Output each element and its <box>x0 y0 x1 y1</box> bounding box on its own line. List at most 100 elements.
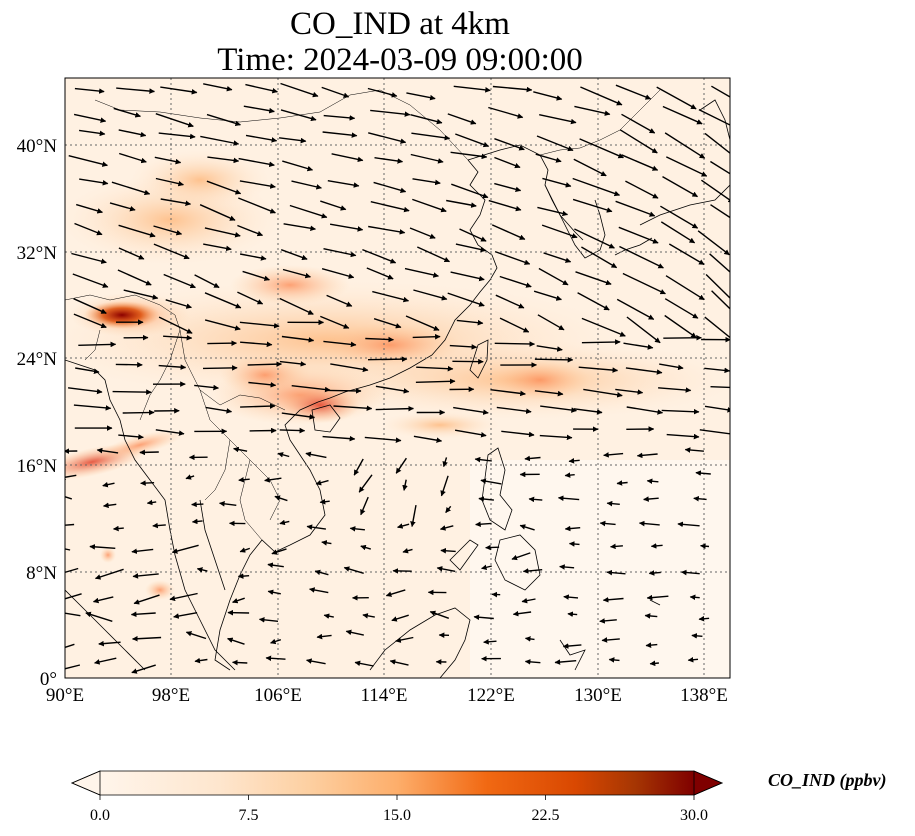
wind-arrow <box>73 298 107 314</box>
wind-arrow <box>578 366 619 373</box>
wind-arrow <box>608 657 620 663</box>
wind-arrow <box>450 271 485 282</box>
wind-arrow <box>366 267 394 280</box>
colorbar-tick: 7.5 <box>239 807 259 824</box>
wind-arrow <box>453 406 489 415</box>
wind-arrow <box>572 177 621 197</box>
wind-arrow <box>451 183 489 199</box>
wind-arrow <box>704 405 730 413</box>
wind-arrow <box>626 316 661 344</box>
wind-arrow <box>207 340 237 346</box>
wind-arrow <box>619 129 658 154</box>
wind-arrow <box>488 199 522 212</box>
wind-arrow <box>577 292 610 311</box>
wind-arrow <box>358 474 373 493</box>
wind-arrow <box>315 479 329 486</box>
wind-arrow <box>711 85 730 98</box>
wind-arrow <box>194 384 219 391</box>
wind-arrow <box>271 548 287 555</box>
wind-arrow <box>329 223 364 232</box>
wind-arrow <box>282 268 311 279</box>
wind-arrow <box>239 321 280 329</box>
wind-arrow <box>237 573 250 579</box>
wind-arrow <box>494 182 522 193</box>
wind-arrow <box>330 363 369 373</box>
lat-tick: 16°N <box>17 456 58 477</box>
map-frame <box>64 77 731 679</box>
wind-arrow <box>360 496 369 516</box>
wind-arrow <box>496 406 532 414</box>
wind-arrow <box>579 138 624 159</box>
wind-arrow <box>638 520 660 527</box>
wind-arrow <box>72 273 109 288</box>
wind-arrow <box>232 659 248 666</box>
wind-arrow <box>533 91 563 101</box>
wind-arrow <box>89 544 116 550</box>
lon-tick: 130°E <box>574 685 622 706</box>
wind-arrow <box>413 289 448 301</box>
wind-arrow <box>331 153 364 163</box>
wind-arrow <box>362 248 397 264</box>
wind-arrow <box>267 562 284 568</box>
wind-arrow <box>79 129 106 137</box>
wind-arrow <box>165 299 192 309</box>
wind-arrow <box>154 156 182 165</box>
wind-arrow <box>65 548 71 551</box>
wind-arrow <box>539 434 573 441</box>
wind-arrow <box>501 430 535 438</box>
wind-arrow <box>130 611 156 618</box>
wind-arrow <box>239 547 251 553</box>
wind-arrow <box>623 342 654 350</box>
wind-arrow <box>204 292 242 309</box>
gridlines <box>65 78 730 678</box>
wind-arrow <box>73 404 112 411</box>
wind-arrow <box>375 405 414 412</box>
wind-arrow <box>440 475 449 497</box>
wind-arrow <box>417 246 451 263</box>
wind-arrow <box>322 131 358 138</box>
wind-arrow <box>583 388 623 398</box>
wind-arrow <box>616 298 655 321</box>
wind-arrow <box>473 614 494 621</box>
wind-arrow <box>279 360 307 367</box>
wind-arrow <box>680 569 700 576</box>
map-title-time: Time: 2024-03-09 09:00:00 <box>217 42 583 78</box>
wind-arrow <box>412 198 447 213</box>
wind-arrow <box>280 249 308 261</box>
wind-arrow <box>242 270 270 281</box>
wind-arrow <box>309 587 329 594</box>
wind-arrow <box>610 543 623 550</box>
wind-arrow <box>132 635 162 642</box>
lon-tick: 122°E <box>467 685 515 706</box>
wind-arrow <box>365 336 394 343</box>
wind-arrow <box>665 275 705 301</box>
wind-arrow <box>537 206 569 217</box>
wind-arrow <box>413 435 443 443</box>
wind-arrow <box>372 290 410 303</box>
wind-arrow <box>306 658 326 665</box>
wind-arrow <box>693 495 707 502</box>
wind-arrow <box>697 230 730 256</box>
wind-arrow <box>118 224 156 238</box>
wind-arrow <box>511 552 531 561</box>
wind-arrow <box>704 132 730 155</box>
wind-arrow <box>207 156 240 164</box>
wind-arrow <box>562 643 582 649</box>
wind-arrow <box>237 291 264 305</box>
wind-arrow <box>200 135 240 146</box>
wind-arrow <box>238 476 250 483</box>
wind-arrow <box>606 500 620 507</box>
wind-arrow <box>321 540 332 546</box>
wind-arrow <box>524 455 541 462</box>
wind-arrow <box>238 197 276 214</box>
wind-arrow <box>522 568 543 574</box>
wind-arrow <box>323 248 357 258</box>
wind-arrow <box>649 660 659 667</box>
wind-arrow <box>103 502 117 509</box>
wind-arrow <box>415 378 456 385</box>
wind-arrow <box>574 228 615 249</box>
wind-arrow <box>155 429 185 436</box>
wind-arrow <box>74 87 105 94</box>
lat-tick: 8°N <box>26 563 57 584</box>
